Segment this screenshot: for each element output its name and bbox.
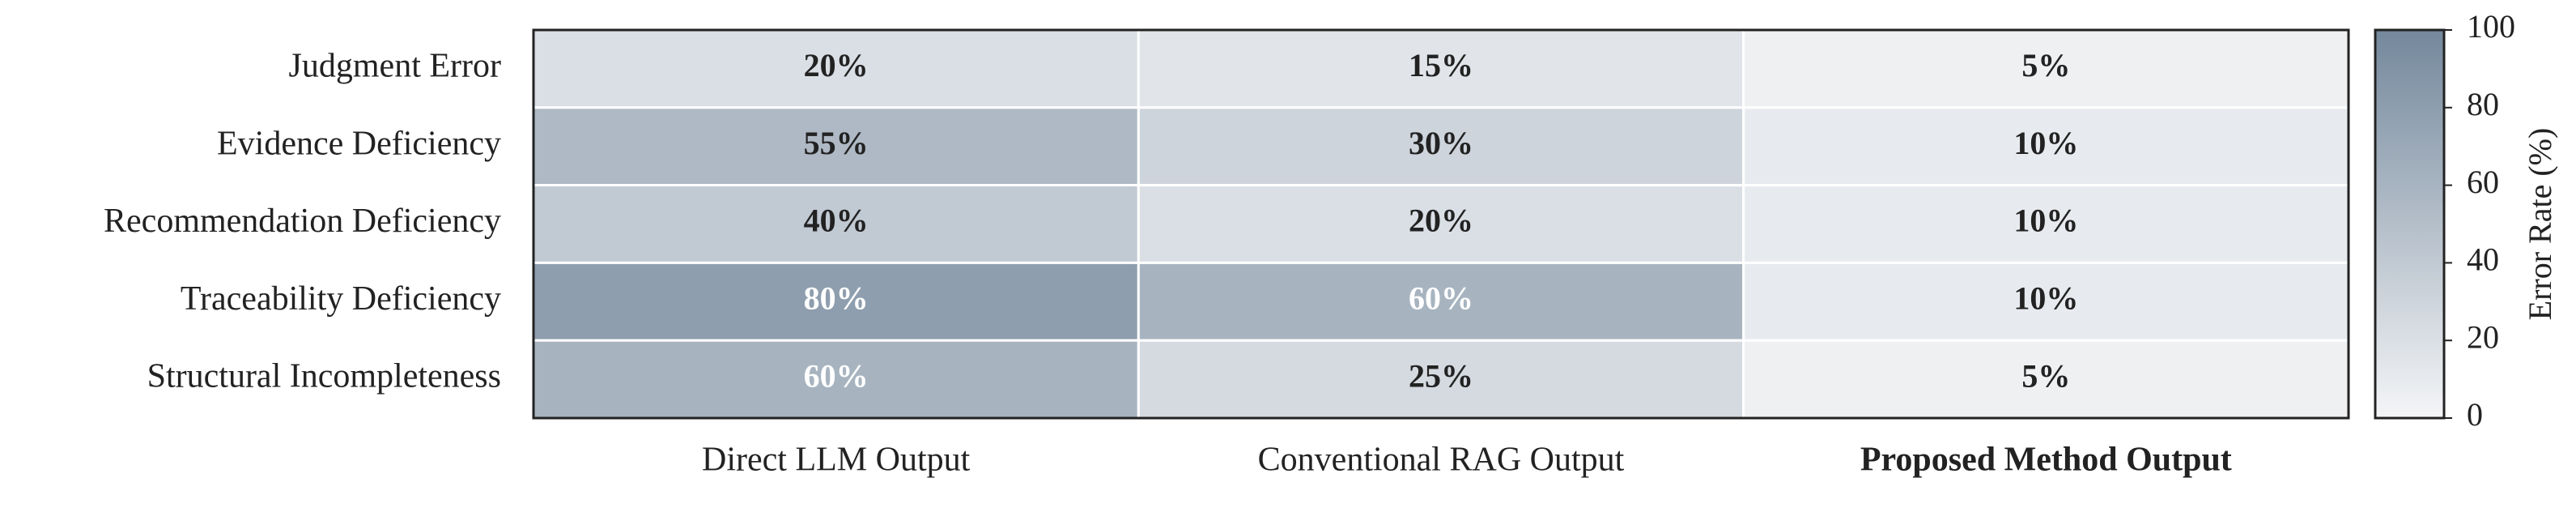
heatmap-cell [532, 261, 1140, 342]
cell-label: 20% [804, 47, 869, 83]
cell-label: 30% [1409, 125, 1473, 161]
heatmap-cell [1742, 261, 2350, 342]
cell-label: 25% [1409, 357, 1473, 394]
colorbar-label: Error Rate (%) [2522, 128, 2558, 321]
cell-label: 40% [804, 203, 869, 239]
colorbar-tick-label: 40 [2467, 241, 2499, 278]
colorbar-tick-label: 60 [2467, 164, 2499, 200]
cell-label: 10% [2013, 125, 2078, 161]
heatmap-cell [532, 28, 1140, 109]
heatmap-cell [1137, 28, 1745, 109]
plot-frame [532, 28, 2350, 420]
cell-label: 60% [804, 357, 869, 394]
cell-label: 10% [2013, 280, 2078, 316]
colorbar-tick-label: 0 [2467, 396, 2483, 433]
y-tick-label: Recommendation Deficiency [104, 203, 501, 240]
y-tick-label: Structural Incompleteness [147, 358, 501, 395]
heatmap-cell [1742, 106, 2350, 187]
cell-label: 15% [1409, 47, 1473, 83]
cell-label: 55% [804, 125, 869, 161]
colorbar-tick-label: 80 [2467, 86, 2499, 122]
cell-label: 20% [1409, 203, 1473, 239]
y-tick-label: Traceability Deficiency [181, 280, 501, 318]
colorbar-tick-label: 100 [2467, 8, 2515, 45]
cell-label: 10% [2013, 203, 2078, 239]
heatmap-cell [1137, 184, 1745, 264]
cell-label: 5% [2021, 47, 2070, 83]
y-tick-label: Judgment Error [289, 48, 501, 85]
colorbar-tick-label: 20 [2467, 318, 2499, 355]
cell-label: 5% [2021, 357, 2070, 394]
heatmap-cell [1137, 339, 1745, 420]
cell-label: 80% [804, 280, 869, 316]
x-tick-label: Direct LLM Output [702, 442, 971, 479]
x-tick-label: Proposed Method Output [1860, 442, 2232, 479]
cell-label: 60% [1409, 280, 1473, 316]
colorbar [2374, 28, 2446, 420]
y-tick-label: Evidence Deficiency [217, 125, 501, 162]
x-tick-label: Conventional RAG Output [1258, 442, 1625, 479]
